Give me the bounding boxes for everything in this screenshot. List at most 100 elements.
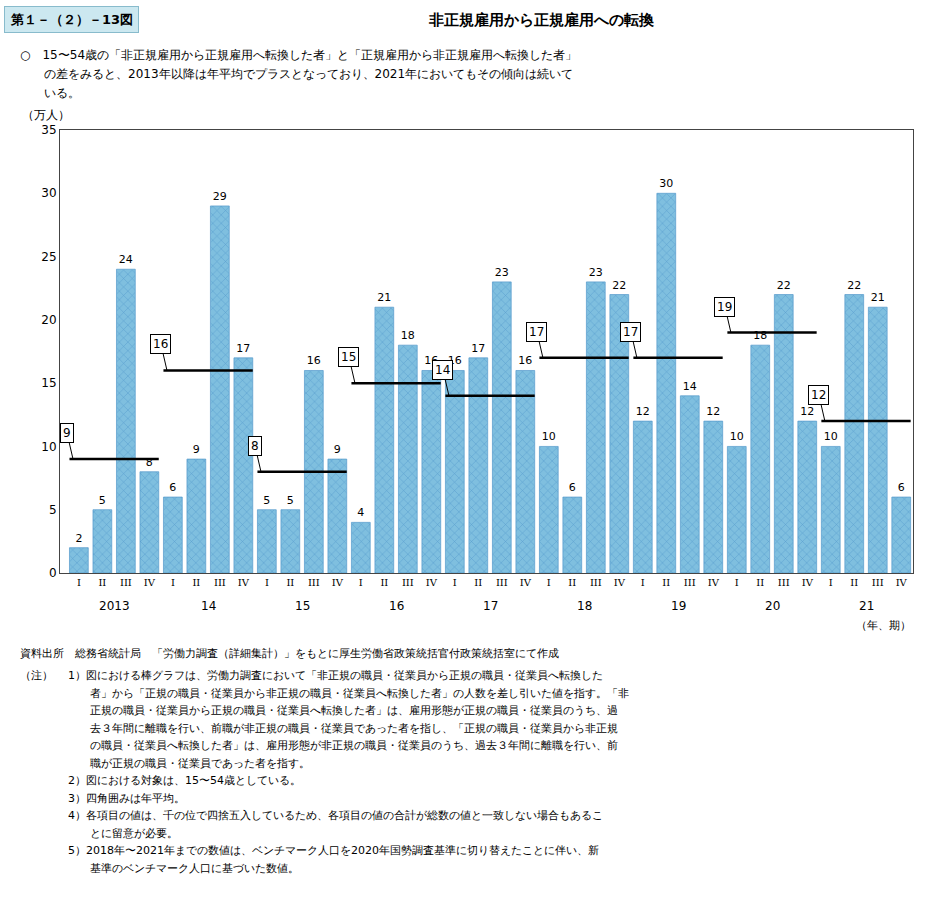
svg-text:IV: IV — [802, 577, 814, 588]
svg-text:21: 21 — [377, 291, 391, 304]
svg-text:IV: IV — [896, 577, 908, 588]
svg-text:9: 9 — [63, 426, 71, 440]
svg-text:いる。: いる。 — [20, 86, 80, 100]
svg-text:23: 23 — [495, 266, 509, 279]
svg-text:III: III — [308, 577, 320, 588]
svg-text:6: 6 — [898, 481, 905, 494]
svg-text:II: II — [756, 577, 764, 588]
svg-text:2: 2 — [75, 532, 82, 545]
svg-text:5: 5 — [287, 494, 294, 507]
svg-text:正規の職員・従業員から正規の職員・従業員へ転換した者」は、雇: 正規の職員・従業員から正規の職員・従業員へ転換した者」は、雇用形態が正規の職員・… — [68, 704, 618, 717]
svg-text:IV: IV — [332, 577, 344, 588]
svg-text:II: II — [474, 577, 482, 588]
svg-text:19: 19 — [717, 300, 732, 314]
svg-text:II: II — [192, 577, 200, 588]
svg-text:29: 29 — [213, 190, 227, 203]
svg-text:16: 16 — [424, 354, 438, 367]
svg-text:IV: IV — [520, 577, 532, 588]
svg-text:17: 17 — [623, 325, 638, 339]
svg-text:（年、期）: （年、期） — [856, 619, 911, 632]
svg-text:III: III — [684, 577, 696, 588]
svg-text:去３年間に離職を行い、前職が非正規の職員・従業員であった者を: 去３年間に離職を行い、前職が非正規の職員・従業員であった者を指し、「正規の職員・… — [68, 722, 618, 735]
svg-text:職が正規の職員・従業員であった者を指す。: 職が正規の職員・従業員であった者を指す。 — [68, 757, 310, 770]
svg-text:10: 10 — [41, 440, 56, 454]
svg-text:12: 12 — [706, 405, 720, 418]
svg-text:5: 5 — [99, 494, 106, 507]
svg-text:22: 22 — [612, 279, 626, 292]
svg-text:0: 0 — [49, 566, 57, 580]
svg-text:II: II — [380, 577, 388, 588]
svg-text:14: 14 — [201, 599, 216, 613]
svg-text:4）各項目の値は、千の位で四捨五入しているため、各項目の値の: 4）各項目の値は、千の位で四捨五入しているため、各項目の値の合計が総数の値と一致… — [68, 809, 603, 822]
svg-text:IV: IV — [708, 577, 720, 588]
svg-text:II: II — [98, 577, 106, 588]
svg-text:21: 21 — [871, 291, 885, 304]
svg-text:II: II — [850, 577, 858, 588]
svg-text:9: 9 — [193, 443, 200, 456]
svg-text:12: 12 — [636, 405, 650, 418]
svg-text:2）図における対象は、15〜54歳としている。: 2）図における対象は、15〜54歳としている。 — [68, 774, 301, 787]
svg-text:18: 18 — [577, 599, 592, 613]
svg-text:10: 10 — [824, 430, 838, 443]
svg-text:2013: 2013 — [99, 599, 130, 613]
svg-text:II: II — [662, 577, 670, 588]
svg-text:I: I — [359, 577, 363, 588]
svg-text:1）図における棒グラフは、労働力調査において「非正規の職員・: 1）図における棒グラフは、労働力調査において「非正規の職員・従業員から正規の職員… — [68, 669, 603, 682]
svg-text:18: 18 — [753, 329, 767, 342]
svg-text:15: 15 — [41, 376, 56, 390]
svg-text:8: 8 — [146, 456, 153, 469]
svg-text:10: 10 — [730, 430, 744, 443]
svg-text:22: 22 — [777, 279, 791, 292]
svg-text:16: 16 — [389, 599, 404, 613]
svg-text:III: III — [496, 577, 508, 588]
svg-text:資料出所 総務省統計局 「労働力調査（詳細集計）」をもとに厚: 資料出所 総務省統計局 「労働力調査（詳細集計）」をもとに厚生労働省政策統括官付… — [20, 647, 559, 660]
svg-text:16: 16 — [307, 354, 321, 367]
svg-text:III: III — [778, 577, 790, 588]
svg-text:20: 20 — [41, 313, 56, 327]
svg-text:I: I — [171, 577, 175, 588]
svg-text:12: 12 — [800, 405, 814, 418]
svg-text:とに留意が必要。: とに留意が必要。 — [68, 827, 178, 840]
svg-text:6: 6 — [569, 481, 576, 494]
svg-text:17: 17 — [471, 342, 485, 355]
svg-text:5: 5 — [49, 503, 57, 517]
svg-text:30: 30 — [41, 186, 56, 200]
svg-text:I: I — [641, 577, 645, 588]
svg-text:○ 15〜54歳の「非正規雇用から正規雇用へ転換した者」と「: ○ 15〜54歳の「非正規雇用から正規雇用へ転換した者」と「正規雇用から非正規雇… — [20, 48, 577, 62]
svg-text:4: 4 — [357, 506, 364, 519]
svg-text:17: 17 — [529, 325, 544, 339]
svg-text:者」から「正規の職員・従業員から非正規の職員・従業員へ転換し: 者」から「正規の職員・従業員から非正規の職員・従業員へ転換した者」の人数を差し引… — [68, 687, 629, 700]
svg-text:14: 14 — [435, 363, 450, 377]
svg-text:III: III — [120, 577, 132, 588]
svg-text:25: 25 — [41, 250, 56, 264]
svg-text:の差をみると、2013年以降は年平均でプラスとなっており、2: の差をみると、2013年以降は年平均でプラスとなっており、2021年においてもそ… — [20, 67, 573, 81]
svg-text:20: 20 — [765, 599, 780, 613]
svg-text:6: 6 — [169, 481, 176, 494]
svg-text:I: I — [735, 577, 739, 588]
svg-text:17: 17 — [236, 342, 250, 355]
svg-text:IV: IV — [614, 577, 626, 588]
svg-text:II: II — [568, 577, 576, 588]
svg-text:15: 15 — [295, 599, 310, 613]
svg-text:21: 21 — [859, 599, 874, 613]
svg-text:16: 16 — [518, 354, 532, 367]
svg-text:8: 8 — [251, 439, 259, 453]
svg-text:16: 16 — [153, 337, 168, 351]
svg-text:II: II — [286, 577, 294, 588]
svg-text:18: 18 — [401, 329, 415, 342]
svg-text:IV: IV — [426, 577, 438, 588]
svg-text:III: III — [872, 577, 884, 588]
svg-text:IV: IV — [238, 577, 250, 588]
svg-text:19: 19 — [671, 599, 686, 613]
svg-text:10: 10 — [542, 430, 556, 443]
svg-text:5）2018年〜2021年までの数値は、ベンチマーク人口を2: 5）2018年〜2021年までの数値は、ベンチマーク人口を2020年国勢調査基準… — [68, 844, 599, 857]
svg-text:22: 22 — [847, 279, 861, 292]
svg-text:23: 23 — [589, 266, 603, 279]
svg-text:非正規雇用から正規雇用への転換: 非正規雇用から正規雇用への転換 — [428, 11, 655, 29]
svg-text:の職員・従業員へ転換した者」は、雇用形態が非正規の職員・従業: の職員・従業員へ転換した者」は、雇用形態が非正規の職員・従業員のうち、過去３年間… — [68, 739, 618, 752]
svg-text:12: 12 — [811, 388, 826, 402]
svg-text:9: 9 — [334, 443, 341, 456]
svg-text:24: 24 — [119, 253, 133, 266]
svg-text:III: III — [214, 577, 226, 588]
svg-text:30: 30 — [659, 177, 673, 190]
